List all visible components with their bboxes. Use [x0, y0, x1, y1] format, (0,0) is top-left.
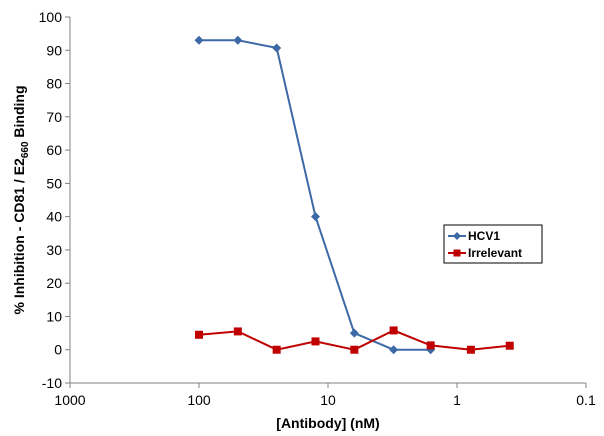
data-point-hcv1 — [272, 43, 282, 53]
legend-label: HCV1 — [468, 229, 500, 243]
y-tick-label: 10 — [46, 308, 62, 324]
legend-items: HCV1 Irrelevant — [448, 229, 522, 260]
data-point-irrelevant — [311, 337, 320, 346]
data-point-hcv1 — [310, 212, 320, 222]
x-tick-label: 100 — [187, 392, 211, 408]
data-point-irrelevant — [426, 341, 435, 350]
x-tick-label: 1000 — [54, 392, 85, 408]
data-point-hcv1 — [349, 328, 359, 338]
data-point-irrelevant — [350, 345, 359, 354]
x-tick-label: 0.1 — [576, 392, 596, 408]
y-tick-label: 30 — [46, 242, 62, 258]
data-point-hcv1 — [194, 35, 204, 45]
y-tick-label: -10 — [42, 375, 62, 391]
data-point-irrelevant — [195, 330, 203, 339]
y-tick-label: 40 — [46, 209, 62, 225]
data-point-irrelevant — [389, 326, 398, 335]
axes — [69, 17, 586, 384]
data-point-irrelevant — [505, 341, 514, 350]
y-axis-title-suffix: Binding — [11, 85, 27, 141]
y-tick-label: 70 — [46, 109, 62, 125]
y-tick-label: 20 — [46, 275, 62, 291]
data-point-hcv1 — [233, 35, 243, 45]
y-tick-label: 50 — [46, 175, 62, 191]
data-point-irrelevant — [233, 327, 242, 336]
y-tick-label: 60 — [46, 142, 62, 158]
legend-label: Irrelevant — [468, 246, 522, 260]
x-tick-label: 1 — [453, 392, 461, 408]
series-line-hcv1 — [199, 39, 431, 351]
data-point-hcv1 — [389, 345, 399, 355]
y-tick-label: 0 — [54, 342, 62, 358]
series-layer — [194, 35, 514, 355]
y-tick-label: 90 — [46, 42, 62, 58]
data-point-irrelevant — [466, 345, 475, 354]
y-tick-label: 100 — [39, 9, 63, 25]
legend-box — [443, 224, 543, 264]
y-axis-title-prefix: % Inhibition - CD81 / E2 — [11, 158, 27, 315]
ticks: -10 0 10 20 30 40 50 60 70 80 90 100 1000 100 10 1 0.1 — [39, 9, 596, 408]
y-axis-title-subscript: 660 — [20, 141, 31, 158]
legend: HCV1 Irrelevant — [443, 224, 543, 264]
x-axis-title: [Antibody] (nM) — [276, 415, 379, 431]
x-tick-label: 10 — [320, 392, 336, 408]
data-point-irrelevant — [272, 345, 281, 354]
legend-swatch-marker — [453, 232, 461, 240]
y-tick-label: 80 — [46, 76, 62, 92]
y-axis-title: % Inhibition - CD81 / E2660 Binding — [11, 85, 31, 314]
legend-swatch-marker — [453, 249, 461, 257]
